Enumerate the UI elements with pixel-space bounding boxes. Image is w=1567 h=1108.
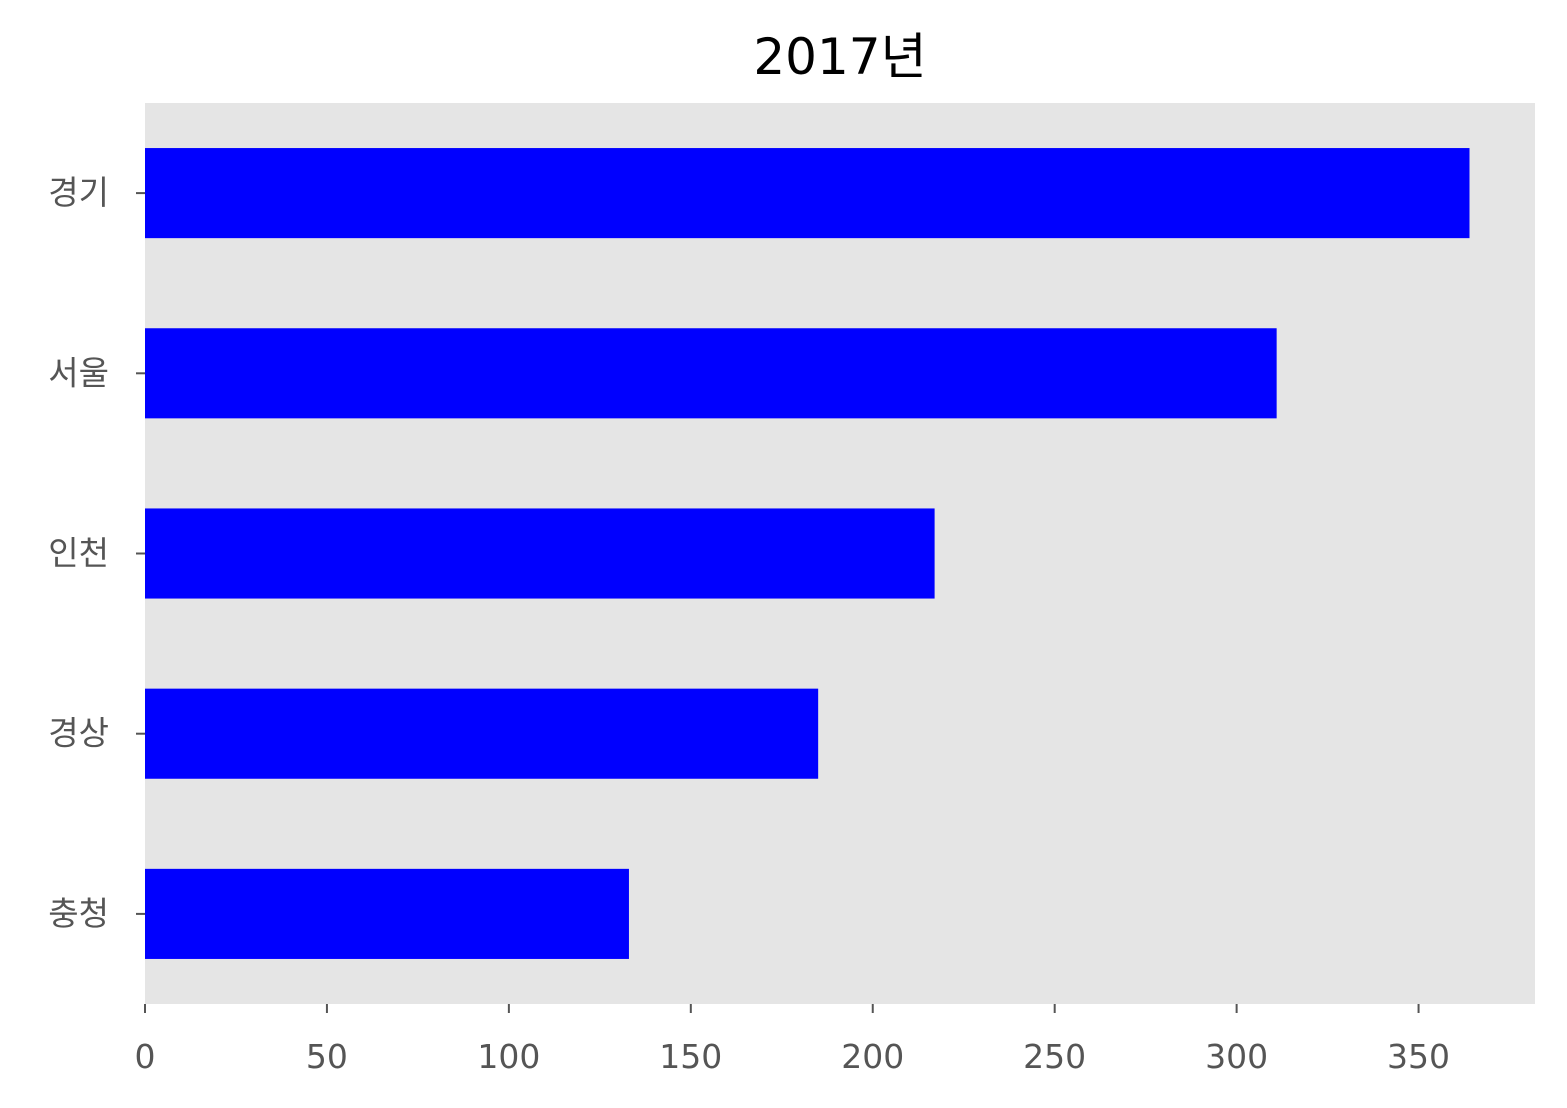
bar-2 <box>145 508 935 599</box>
y-tick-label-0: 경기 <box>48 173 109 212</box>
bar-3 <box>145 688 819 779</box>
x-tick-label-2: 100 <box>477 1037 540 1076</box>
chart-title: 2017년 <box>753 28 926 86</box>
bar-1 <box>145 328 1277 419</box>
x-tick-label-1: 50 <box>306 1037 348 1076</box>
y-tick-label-1: 서울 <box>48 353 109 392</box>
x-axis: 0 50 100 150 200 250 300 350 <box>135 1004 1450 1076</box>
x-tick-label-0: 0 <box>135 1037 156 1076</box>
x-tick-label-7: 350 <box>1387 1037 1450 1076</box>
bar-0 <box>145 148 1470 239</box>
y-tick-label-4: 충청 <box>48 894 109 933</box>
x-tick-label-6: 300 <box>1205 1037 1268 1076</box>
x-tick-label-4: 200 <box>841 1037 904 1076</box>
y-tick-label-3: 경상 <box>48 714 109 753</box>
x-tick-label-5: 250 <box>1023 1037 1086 1076</box>
y-tick-label-2: 인천 <box>48 534 109 573</box>
bars-group <box>145 148 1470 959</box>
bar-4 <box>145 868 629 959</box>
x-tick-label-3: 150 <box>659 1037 722 1076</box>
